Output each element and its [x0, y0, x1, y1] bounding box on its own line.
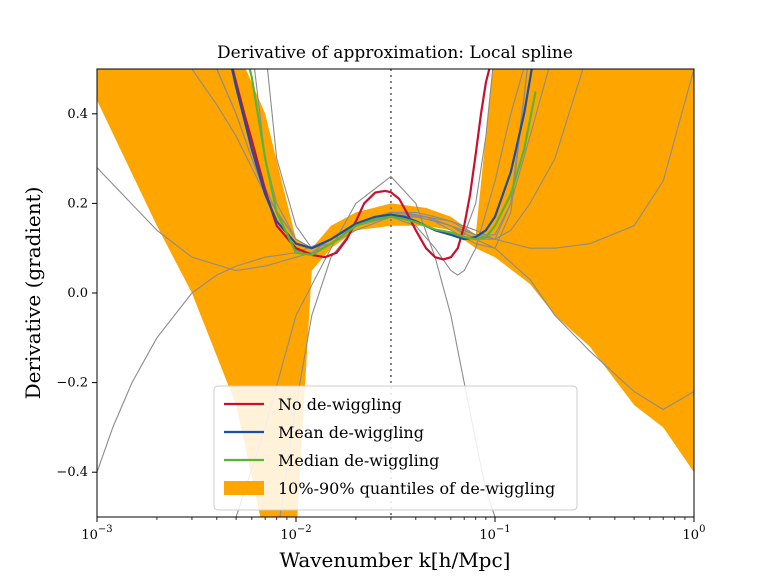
y-axis-label: Derivative (gradient) [21, 187, 45, 400]
no-dewiggling-line [231, 69, 491, 261]
y-tick-label-1: 0.2 [67, 196, 88, 211]
x-tick-label-0: 10−3 [81, 524, 112, 543]
x-tick-label-1: 10−2 [280, 524, 311, 543]
y-tick-label-3: −0.2 [56, 376, 88, 391]
mean-dewiggling-line [230, 69, 533, 250]
y-tick-label-0: 0.4 [67, 107, 88, 122]
legend: No de-wiggling Mean de-wiggling Median d… [213, 385, 578, 511]
axis-ticks: 10−3 10−2 10−1 100 0.4 0.2 0.0 −0.2 −0.4 [56, 107, 705, 543]
median-dewiggling-line [248, 69, 537, 256]
y-tick-label-2: 0.0 [67, 286, 88, 301]
legend-label-no-dewiggling: No de-wiggling [278, 395, 402, 414]
legend-label-quantile-band: 10%-90% quantiles of de-wiggling [278, 479, 555, 498]
legend-box [213, 385, 578, 511]
x-tick-label-2: 10−1 [479, 524, 510, 543]
chart-title: Derivative of approximation: Local splin… [217, 43, 573, 63]
y-tick-label-4: −0.4 [56, 465, 88, 480]
x-axis-label: Wavenumber k[h/Mpc] [280, 548, 511, 572]
sample-curve-4 [279, 69, 525, 517]
legend-label-median: Median de-wiggling [278, 451, 439, 470]
x-tick-label-3: 100 [683, 524, 706, 543]
sample-curve-6 [254, 69, 494, 249]
legend-swatch-quantile-band [224, 481, 264, 495]
legend-label-mean: Mean de-wiggling [278, 423, 424, 442]
sample-curve-9 [266, 69, 584, 249]
